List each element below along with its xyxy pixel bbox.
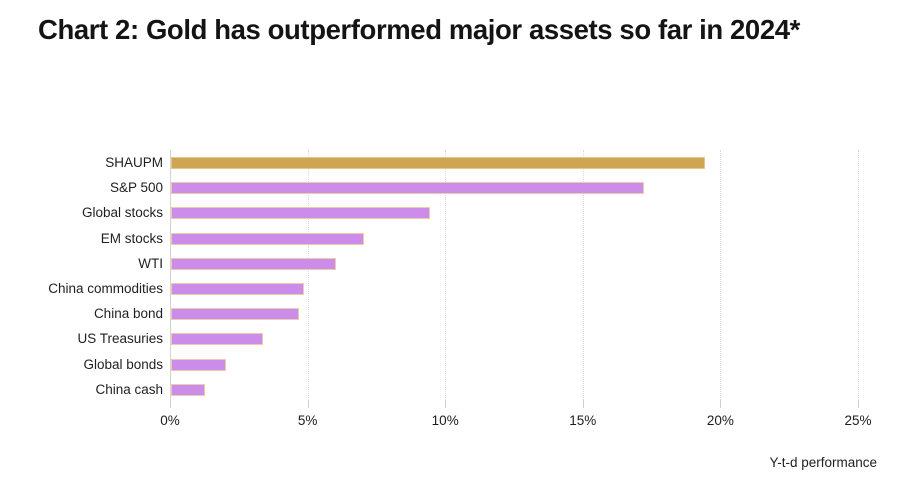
bar-global-bonds [171, 358, 227, 371]
bar-shaupm [171, 157, 705, 169]
category-label: EM stocks [100, 230, 163, 246]
category-label: Global stocks [81, 205, 163, 221]
bar-global-stocks [171, 207, 430, 220]
bar-china-cash [171, 383, 206, 396]
axis-tick [720, 400, 722, 408]
category-label: China bond [93, 306, 163, 322]
gridline [582, 150, 584, 400]
x-tick-label: 20% [706, 413, 734, 428]
x-tick-label: 0% [160, 413, 180, 428]
category-label: Global bonds [83, 356, 163, 372]
category-label: S&P 500 [109, 180, 163, 196]
gridline [307, 150, 309, 400]
gridline [445, 150, 447, 400]
x-tick-label: 5% [297, 413, 318, 428]
bar-wti [171, 257, 337, 270]
y-axis-line [170, 150, 171, 408]
category-label: WTI [138, 255, 163, 271]
axis-tick [445, 400, 447, 408]
x-tick-label: 10% [431, 413, 459, 428]
axis-tick [307, 400, 309, 408]
axis-tick [582, 400, 584, 408]
plot-area [171, 150, 877, 408]
category-label: China cash [95, 381, 163, 397]
x-axis-title: Y-t-d performance [769, 455, 877, 470]
category-label: SHAUPM [105, 155, 163, 170]
x-tick-label: 15% [569, 413, 597, 428]
bar-china-bond [171, 308, 299, 321]
bar-us-treasuries [171, 333, 264, 346]
category-label: China commodities [48, 280, 163, 296]
axis-tick [858, 400, 859, 408]
bar-china-commodities [171, 283, 305, 295]
category-label: US Treasuries [77, 331, 163, 347]
x-tick-label: 25% [844, 413, 872, 428]
chart-title: Chart 2: Gold has outperformed major ass… [38, 14, 800, 45]
gridline [720, 150, 722, 400]
bar-s-p-500 [171, 182, 645, 195]
y-axis-category-labels: SHAUPM S&P 500 Global stocks EM stocks WTI Ch… [0, 150, 163, 402]
gridline [858, 150, 859, 400]
bar-em-stocks [171, 232, 364, 245]
x-axis-tick-labels: 0% 5% 10% 15% 20% 25% [160, 413, 877, 431]
